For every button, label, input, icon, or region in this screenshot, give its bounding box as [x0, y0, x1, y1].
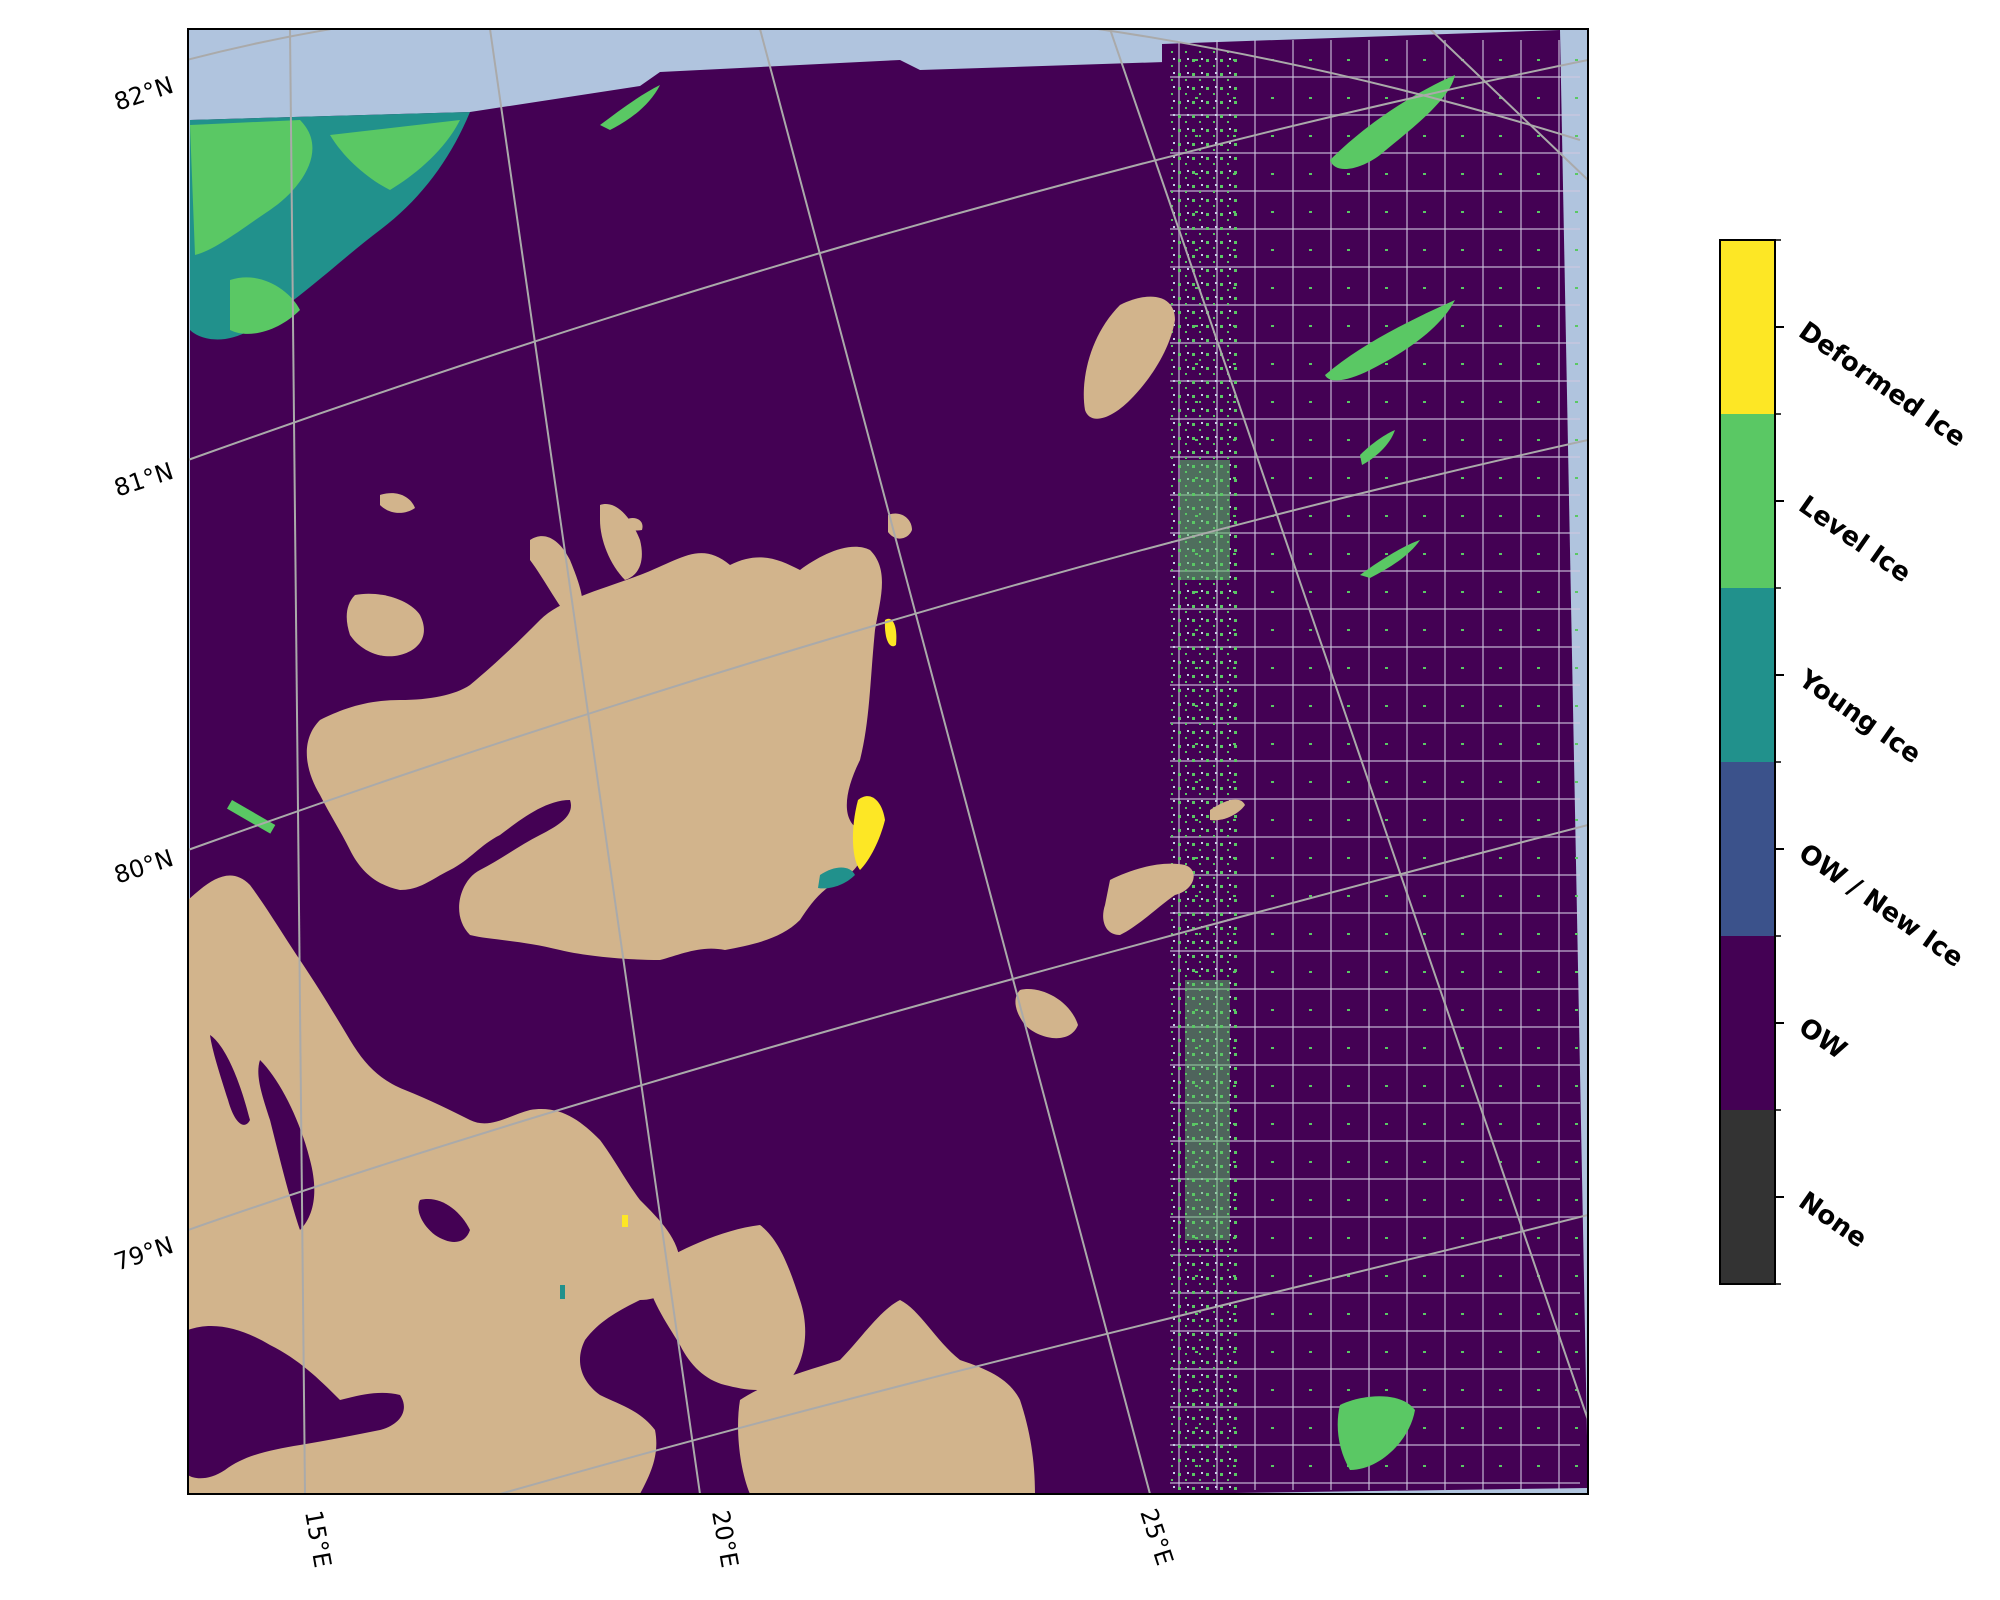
fjord [210, 1035, 250, 1125]
lon-label-20e: 20°E [706, 1508, 744, 1570]
lat-label-82n: 82°N [111, 71, 177, 116]
level-ice-floe [1330, 75, 1455, 170]
land-islet [624, 518, 643, 531]
colorbar-label: Level Ice [1793, 490, 1916, 589]
young-ice-coastal [818, 867, 855, 889]
ice-speck [227, 799, 276, 834]
meridian-30e [1109, 29, 1588, 1421]
land-islet [1210, 799, 1245, 821]
parallel-82n [188, 29, 1581, 141]
colorbar-segment [1720, 240, 1775, 414]
parallel-81n [188, 59, 1588, 461]
fjord [188, 1325, 404, 1479]
map-frame [187, 28, 1589, 1495]
parallel-79n [188, 824, 1588, 1231]
colorbar-frame [1719, 239, 1776, 1285]
lat-label-81n: 81°N [111, 457, 177, 502]
latitude-labels: 82°N 81°N 80°N 79°N [111, 71, 177, 1276]
lon-label-25e: 25°E [1134, 1505, 1178, 1569]
land-spitsbergen [188, 875, 680, 1494]
parallel-78n [499, 1214, 1588, 1494]
level-ice-field-nw [190, 120, 460, 334]
colorbar-segment [1720, 936, 1775, 1110]
lon-label-15e: 15°E [299, 1508, 337, 1570]
ice-band-east-3 [1185, 980, 1230, 1240]
level-ice-strip [600, 85, 660, 130]
meridian-20e [489, 29, 701, 1494]
colorbar: Deformed Ice Level Ice Young Ice OW / New I… [1719, 239, 1971, 1285]
ice-speck [560, 1285, 565, 1299]
deformed-ice-coastal-north [884, 618, 897, 647]
colorbar-segment [1720, 588, 1775, 762]
meridian-25e [759, 29, 1151, 1494]
colorbar-label: OW [1793, 1012, 1852, 1066]
colorbar-segment [1720, 1110, 1775, 1284]
level-ice-floe [1360, 540, 1420, 578]
meridian-15e [289, 29, 306, 1494]
colorbar-segment [1720, 414, 1775, 588]
deformed-ice-coastal [852, 796, 885, 870]
land-peninsula [346, 593, 424, 657]
meridian-35e [1429, 29, 1588, 181]
land-peninsula [530, 536, 583, 625]
lat-label-79n: 79°N [111, 1231, 177, 1276]
level-ice-floe [1360, 430, 1395, 465]
colorbar-label: None [1793, 1186, 1872, 1254]
land-island-north [1083, 296, 1175, 419]
ice-speck [622, 1215, 628, 1227]
fjord [418, 1199, 470, 1242]
land-islet [1015, 989, 1078, 1039]
ice-band-east [1168, 50, 1238, 1490]
colorbar-label: Deformed Ice [1793, 316, 1971, 453]
fjord [258, 1060, 315, 1230]
longitude-labels: 15°E 20°E 25°E [299, 1505, 1179, 1570]
colorbar-label: OW / New Ice [1793, 838, 1969, 974]
map-panel [188, 29, 1588, 1494]
parallel-80n [188, 439, 1588, 851]
land-islet [1103, 863, 1194, 935]
lat-label-80n: 80°N [111, 844, 177, 889]
colorbar-label: Young Ice [1792, 664, 1926, 770]
level-ice-floe [1325, 300, 1455, 381]
ice-band-east-2 [1180, 460, 1230, 580]
land-southern-island [738, 1300, 1035, 1494]
land-southern-island [645, 1225, 806, 1390]
land-islet [380, 493, 415, 513]
ice-texture-east [1170, 40, 1580, 1490]
level-ice-floe [1337, 1396, 1415, 1470]
colorbar-segment [1720, 762, 1775, 936]
graticule [188, 29, 1588, 1494]
